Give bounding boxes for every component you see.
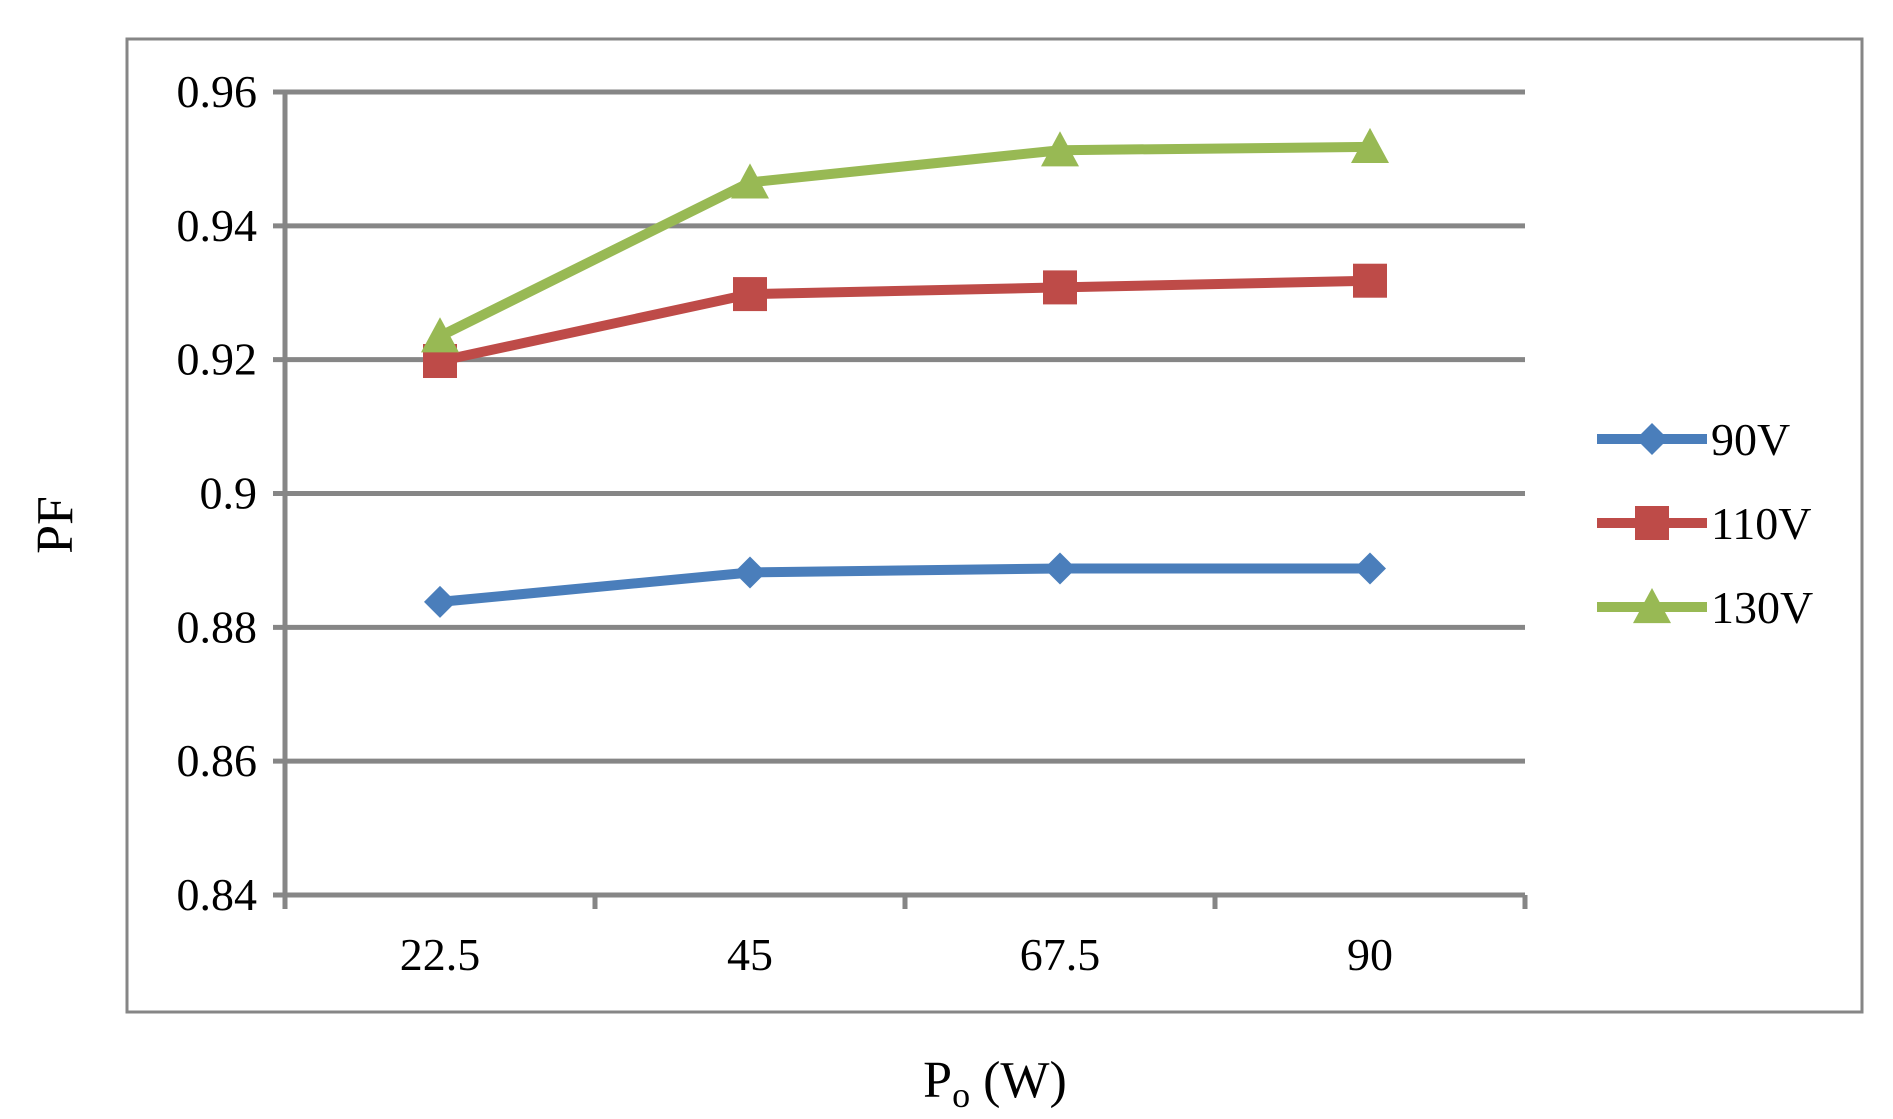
series-group [421,127,1389,618]
chart-frame [125,37,1864,1014]
x-tick-label: 22.5 [400,929,481,980]
data-point [1353,263,1387,298]
x-tick-labels: 22.5 45 67.5 90 [400,929,1393,980]
data-point [1043,270,1077,305]
data-point [1044,552,1076,585]
legend-item: 110V [1597,498,1812,549]
y-tick-label: 0.88 [177,601,258,652]
x-axis-title: Po (W) [923,1052,1067,1115]
x-axis-title-main: P [923,1052,952,1109]
x-axis-title-unit: (W) [970,1052,1067,1109]
y-tick-label: 0.86 [177,735,258,786]
y-tick-label: 0.84 [177,869,258,920]
data-point [733,277,767,312]
legend: 90V 110V 130V [1597,414,1813,633]
y-tick-labels: 0.84 0.86 0.88 0.9 0.92 0.94 0.96 [177,66,258,920]
data-point [421,317,459,353]
series-90V [424,552,1386,618]
legend-label: 110V [1711,498,1812,549]
series-line [438,275,1371,366]
legend-marker [1635,506,1669,540]
y-tick-label: 0.94 [177,200,258,251]
y-tick-label: 0.9 [200,468,258,519]
series-line [437,141,1371,341]
legend-item: 90V [1597,414,1790,465]
series-line [439,563,1370,607]
data-point [1354,552,1386,585]
data-point [424,585,456,618]
legend-label: 130V [1711,582,1813,633]
x-axis-title-subscript: o [952,1075,970,1115]
data-point [734,556,766,589]
gridlines [273,89,1525,898]
x-tick-label: 67.5 [1020,929,1101,980]
legend-item: 130V [1597,582,1813,633]
x-tick-label: 45 [727,929,773,980]
legend-marker [1636,423,1668,455]
legend-marker [1633,588,1671,624]
data-point [1041,131,1079,167]
axes [282,92,1528,909]
x-tick-label: 90 [1347,929,1393,980]
series-130V [421,127,1389,353]
y-tick-label: 0.96 [177,66,258,117]
y-tick-label: 0.92 [177,334,258,385]
data-point [1351,127,1389,164]
legend-label: 90V [1711,414,1790,465]
y-axis-title: PF [27,496,84,554]
data-point [731,163,769,199]
